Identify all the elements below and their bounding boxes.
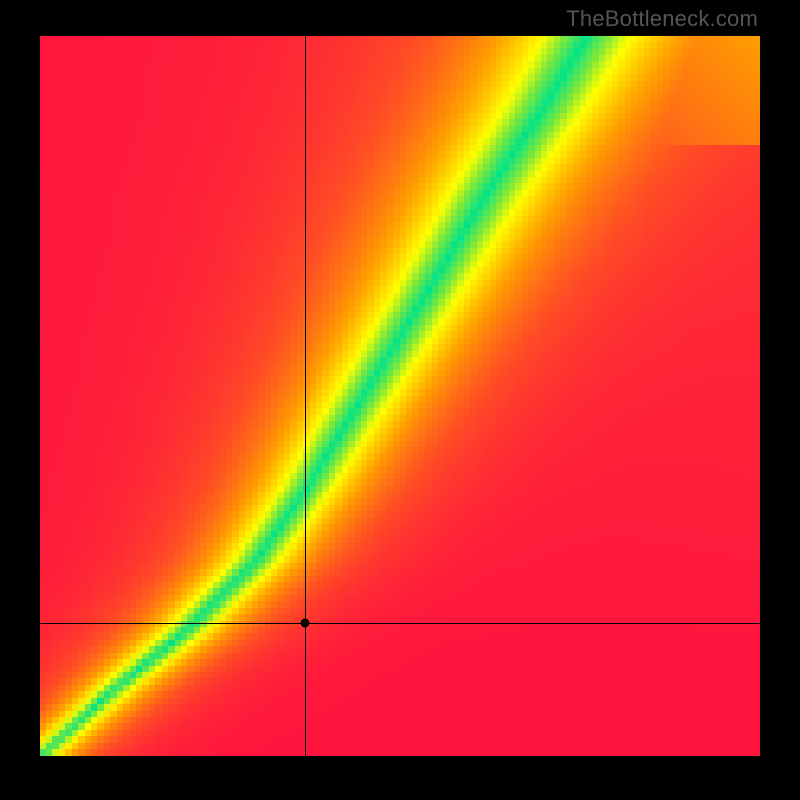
crosshair-vertical	[305, 36, 306, 756]
chart-container: TheBottleneck.com	[0, 0, 800, 800]
watermark-text: TheBottleneck.com	[566, 6, 758, 32]
crosshair-horizontal	[40, 623, 760, 624]
plot-area	[40, 36, 760, 756]
heatmap-canvas	[40, 36, 760, 756]
crosshair-marker	[300, 618, 309, 627]
